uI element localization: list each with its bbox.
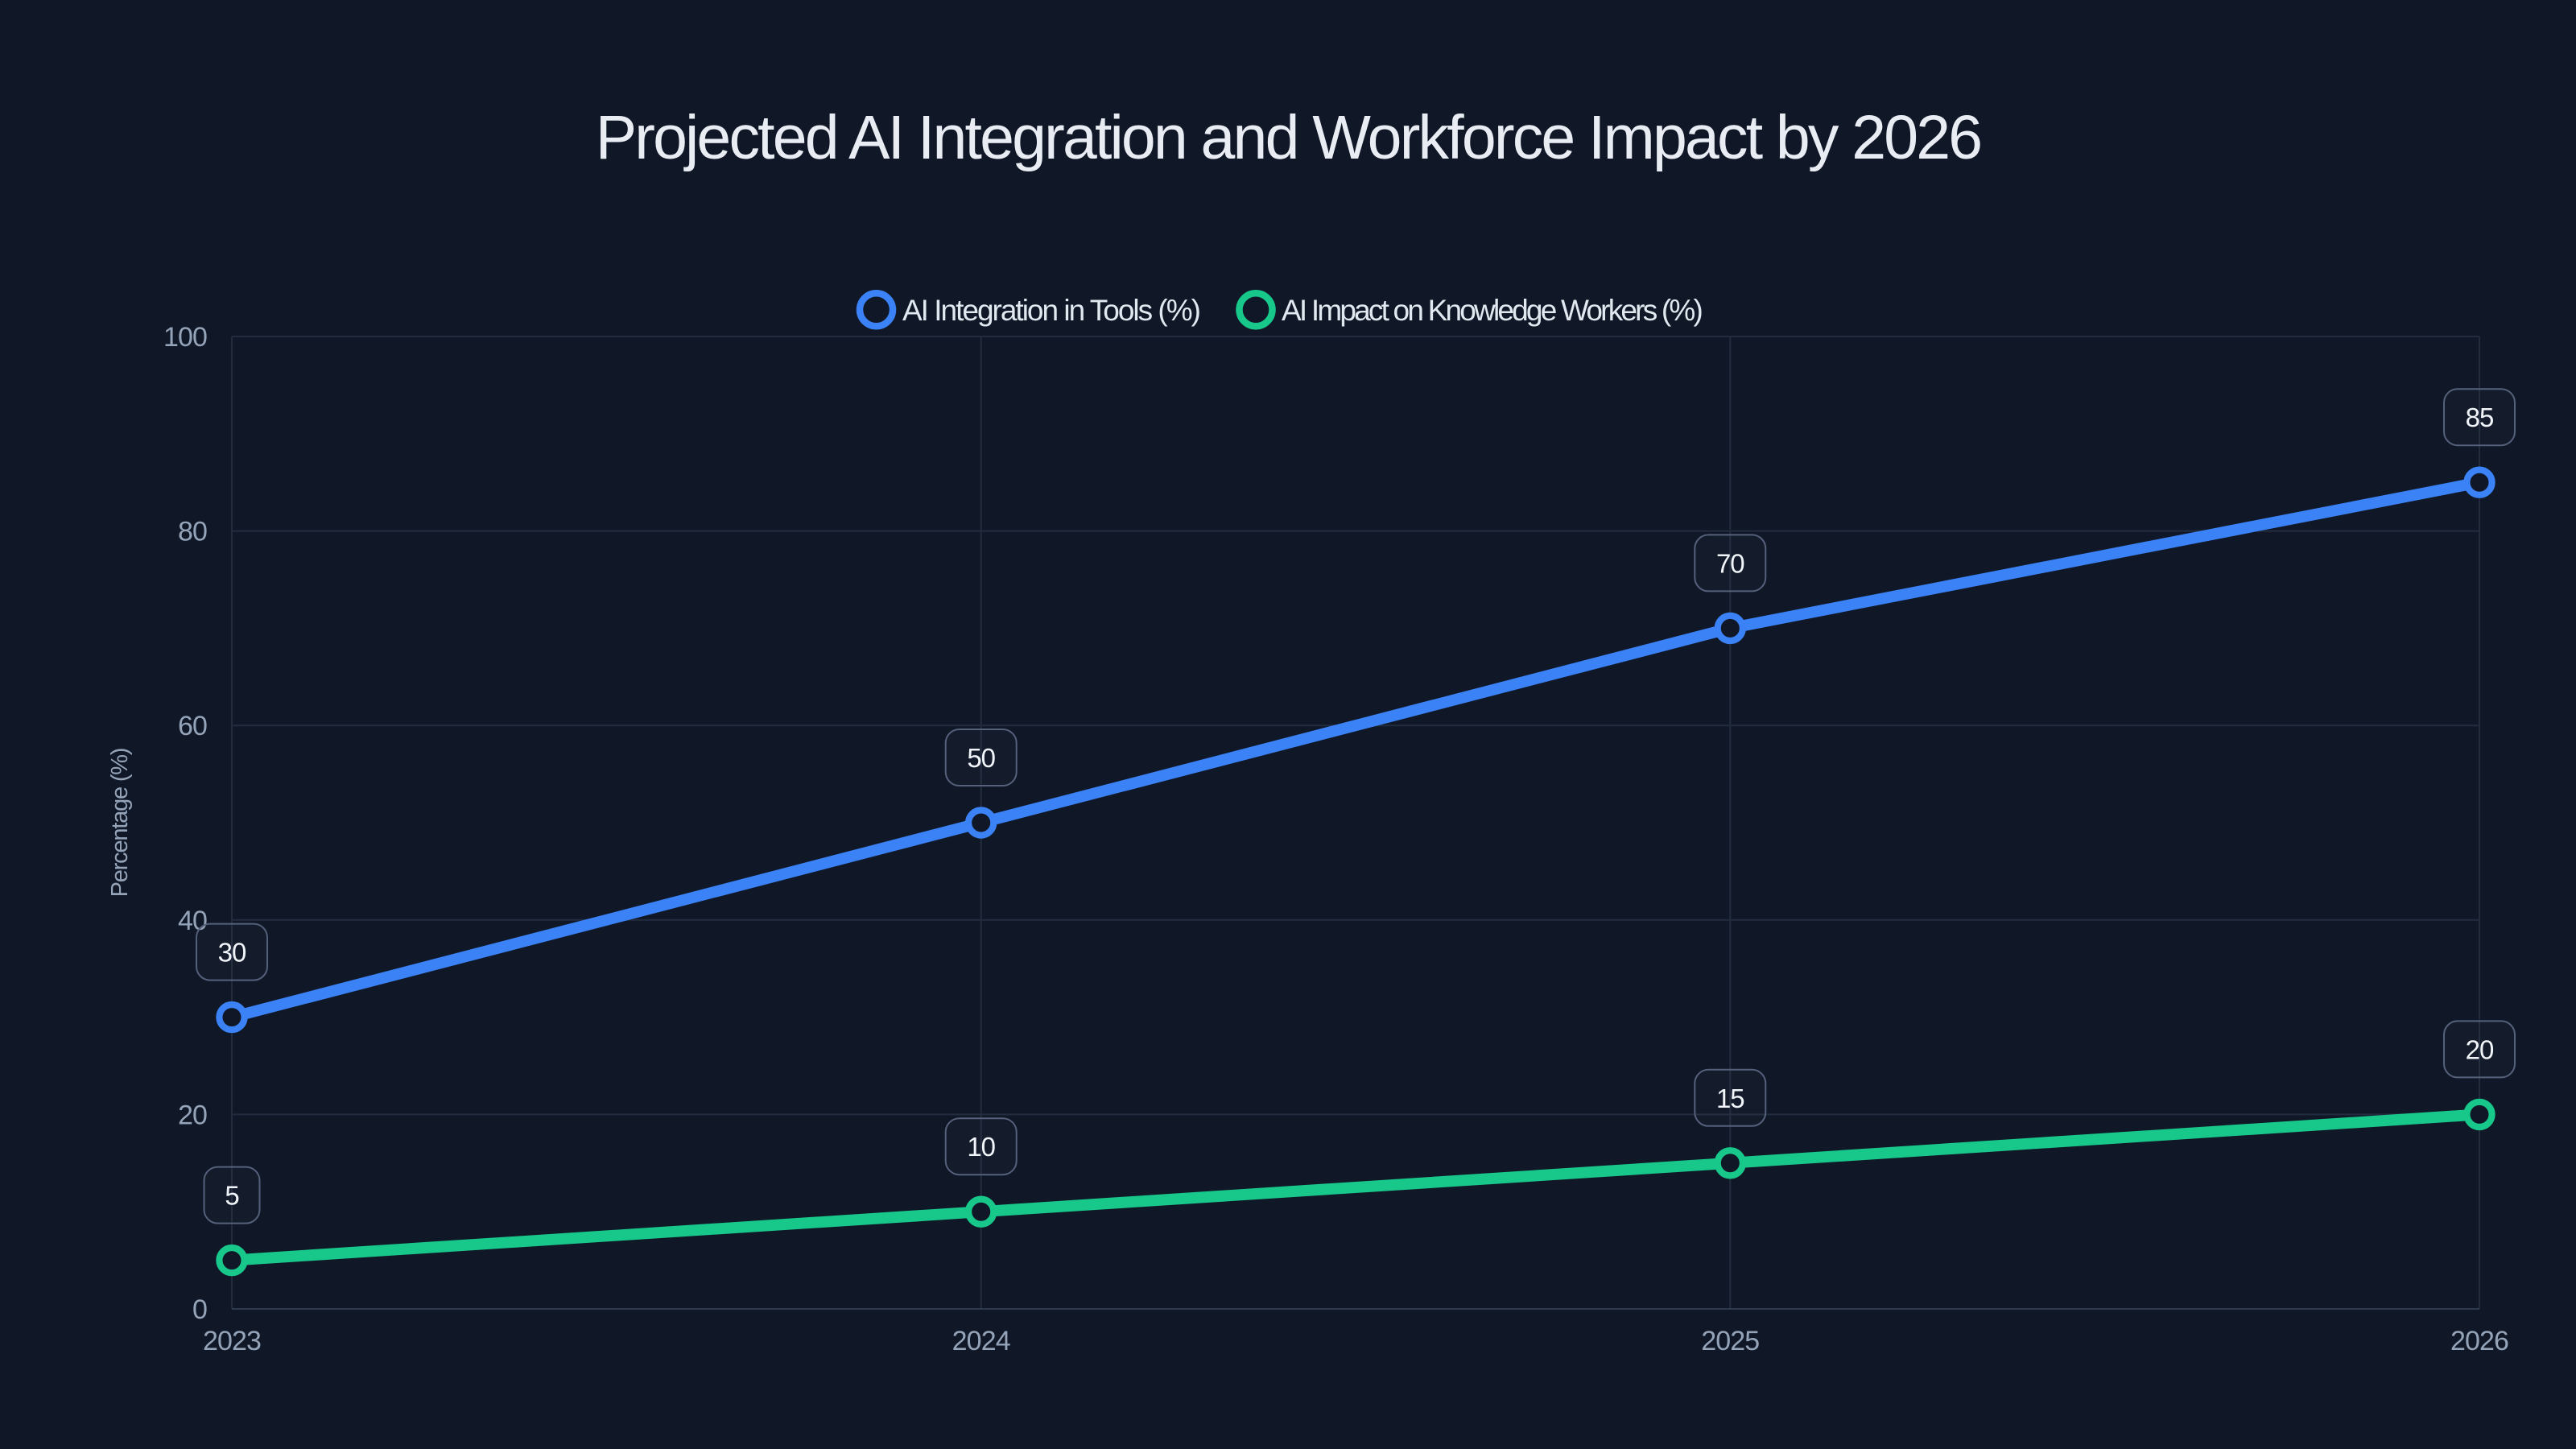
svg-text:100: 100 [163, 322, 207, 353]
svg-text:AI Integration in Tools (%): AI Integration in Tools (%) [902, 294, 1200, 327]
svg-text:Percentage (%): Percentage (%) [107, 749, 133, 898]
svg-text:2023: 2023 [203, 1326, 261, 1356]
svg-text:2024: 2024 [952, 1326, 1010, 1356]
svg-text:50: 50 [967, 743, 995, 773]
svg-text:5: 5 [225, 1181, 238, 1211]
svg-text:85: 85 [2466, 402, 2494, 432]
svg-text:2026: 2026 [2450, 1326, 2508, 1356]
svg-text:0: 0 [192, 1294, 207, 1325]
svg-text:AI Impact on Knowledge Workers: AI Impact on Knowledge Workers (%) [1282, 294, 1703, 327]
svg-text:80: 80 [178, 517, 207, 547]
svg-text:70: 70 [1716, 548, 1744, 578]
svg-text:60: 60 [178, 711, 207, 741]
svg-text:Projected AI Integration and W: Projected AI Integration and Workforce I… [596, 103, 1981, 172]
svg-text:30: 30 [218, 938, 246, 968]
svg-text:2025: 2025 [1701, 1326, 1759, 1356]
svg-text:15: 15 [1716, 1084, 1744, 1113]
svg-text:10: 10 [967, 1132, 995, 1162]
svg-text:40: 40 [178, 906, 207, 936]
svg-text:20: 20 [178, 1100, 207, 1130]
svg-text:20: 20 [2466, 1034, 2494, 1064]
